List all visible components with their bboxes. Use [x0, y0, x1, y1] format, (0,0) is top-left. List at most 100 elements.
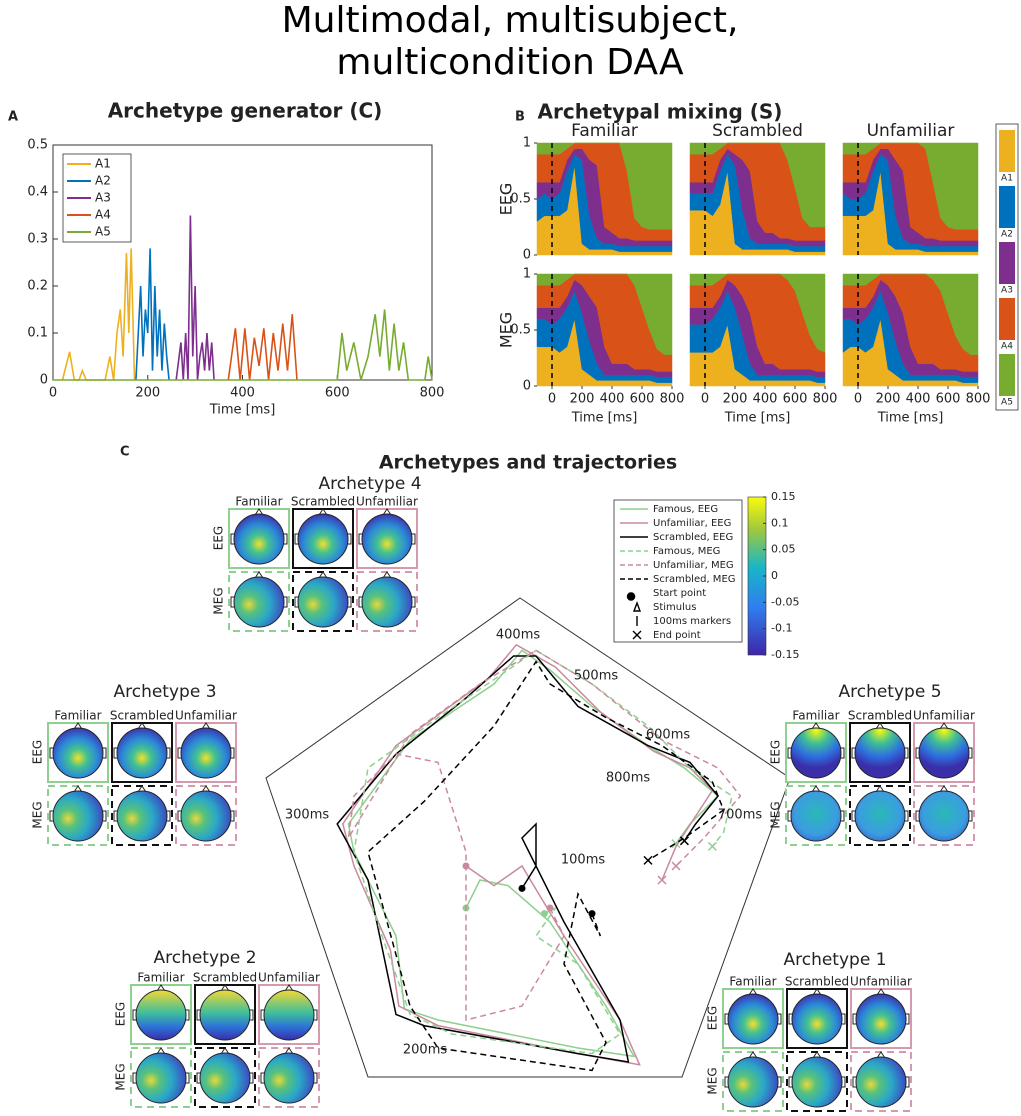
head-outline	[787, 785, 845, 822]
head-outline	[230, 508, 288, 545]
area-band	[689, 142, 826, 228]
condition-label: Scrambled	[848, 709, 912, 723]
end-point	[671, 861, 681, 871]
series-line	[61, 248, 136, 381]
y-tick-label: 1	[523, 136, 531, 151]
colorbar-tick-label: -0.15	[771, 648, 799, 661]
y-tick-label: 0	[523, 248, 531, 263]
legend-label: A5	[95, 225, 111, 239]
topoplot	[855, 1056, 907, 1108]
x-tick-label: 800	[420, 386, 445, 401]
topoplot	[233, 576, 285, 628]
legend-swatch	[999, 354, 1015, 396]
legend-swatch	[999, 242, 1015, 284]
head-outline	[113, 785, 171, 822]
topoplot	[52, 790, 104, 842]
x-tick-label: 200	[876, 392, 901, 407]
condition-label: Unfamiliar	[850, 975, 912, 989]
time-annotation: 700ms	[718, 808, 762, 823]
topoplot	[361, 513, 413, 565]
x-tick-label: 600	[630, 392, 655, 407]
archetype-title: Archetype 4	[318, 474, 421, 494]
condition-label: Unfamiliar	[356, 495, 418, 509]
legend-label: A4	[95, 208, 111, 222]
end-point	[643, 855, 653, 865]
topoplot	[116, 790, 168, 842]
legend-label: 100ms markers	[653, 616, 731, 627]
x-tick-label: 0	[854, 392, 862, 407]
panel-column-title: Familiar	[571, 121, 638, 141]
colorbar-tick-label: 0	[771, 569, 778, 582]
x-axis-label: Time [ms]	[877, 411, 944, 426]
condition-label: Familiar	[729, 975, 776, 989]
head-outline	[788, 1051, 846, 1088]
condition-label: Unfamiliar	[258, 971, 320, 985]
legend-label: A2	[95, 174, 111, 188]
colorbar-tick-label: -0.1	[771, 622, 792, 635]
head-outline	[915, 785, 973, 822]
x-tick-label: 0	[49, 386, 57, 401]
legend-symbol	[626, 592, 636, 601]
legend-label: A5	[1001, 398, 1013, 408]
y-tick-label: 0.5	[510, 323, 531, 338]
start-point	[546, 904, 554, 912]
time-annotation: 800ms	[606, 771, 650, 786]
modality-label: MEG	[31, 801, 45, 828]
x-tick-label: 0	[701, 392, 709, 407]
simplex-boundary	[265, 597, 791, 1078]
topoplot	[263, 1052, 315, 1104]
condition-label: Scrambled	[291, 495, 355, 509]
y-tick-label: 0.5	[510, 192, 531, 207]
topoplot	[918, 790, 970, 842]
figure-title: Multimodal, multisubject, multicondition…	[281, 0, 739, 83]
panel-label: A	[8, 110, 18, 125]
start-point	[518, 884, 526, 892]
end-point	[707, 841, 717, 851]
x-axis-label: Time [ms]	[571, 411, 638, 426]
head-outline	[852, 988, 910, 1025]
series-line	[227, 314, 298, 381]
legend-label: A1	[95, 157, 111, 171]
modality-label: MEG	[212, 587, 226, 614]
topoplot	[361, 576, 413, 628]
panel-title: Archetypal mixing (S)	[538, 100, 783, 124]
x-tick-label: 800	[813, 392, 838, 407]
topoplot	[233, 513, 285, 565]
head-outline	[294, 508, 352, 545]
head-outline	[177, 722, 235, 759]
condition-label: Unfamiliar	[175, 709, 237, 723]
start-point	[540, 910, 548, 918]
head-outline	[132, 1047, 190, 1084]
legend-swatch	[999, 298, 1015, 340]
time-annotation: 500ms	[574, 669, 618, 684]
y-tick-label: 0.1	[27, 326, 48, 341]
time-annotation: 400ms	[496, 628, 540, 643]
legend-label: Famous, EEG	[653, 504, 718, 515]
modality-label: EEG	[706, 1006, 720, 1030]
area-band	[842, 273, 979, 355]
chart-title: Archetype generator (C)	[108, 99, 383, 123]
condition-label: Familiar	[792, 709, 839, 723]
legend-label: Stimulus	[653, 602, 696, 613]
y-tick-label: 0	[523, 379, 531, 394]
x-tick-label: 600	[936, 392, 961, 407]
trajectory-line	[353, 649, 733, 1055]
legend-label: A1	[1001, 174, 1013, 184]
x-tick-label: 400	[906, 392, 931, 407]
legend-label: Start point	[653, 588, 706, 599]
archetype-title: Archetype 3	[113, 682, 216, 702]
head-outline	[132, 984, 190, 1021]
x-tick-label: 800	[966, 392, 991, 407]
time-annotation: 600ms	[646, 728, 690, 743]
modality-label: MEG	[114, 1063, 128, 1090]
condition-label: Familiar	[137, 971, 184, 985]
trajectory-line	[347, 649, 742, 1021]
trajectory-line	[336, 655, 719, 1063]
modality-label: EEG	[114, 1002, 128, 1026]
head-outline	[915, 722, 973, 759]
panel-column-title: Unfamiliar	[867, 121, 955, 141]
condition-label: Familiar	[235, 495, 282, 509]
y-tick-label: 0.5	[27, 138, 48, 153]
colorbar-tick-label: 0.1	[771, 516, 789, 529]
condition-label: Scrambled	[785, 975, 849, 989]
